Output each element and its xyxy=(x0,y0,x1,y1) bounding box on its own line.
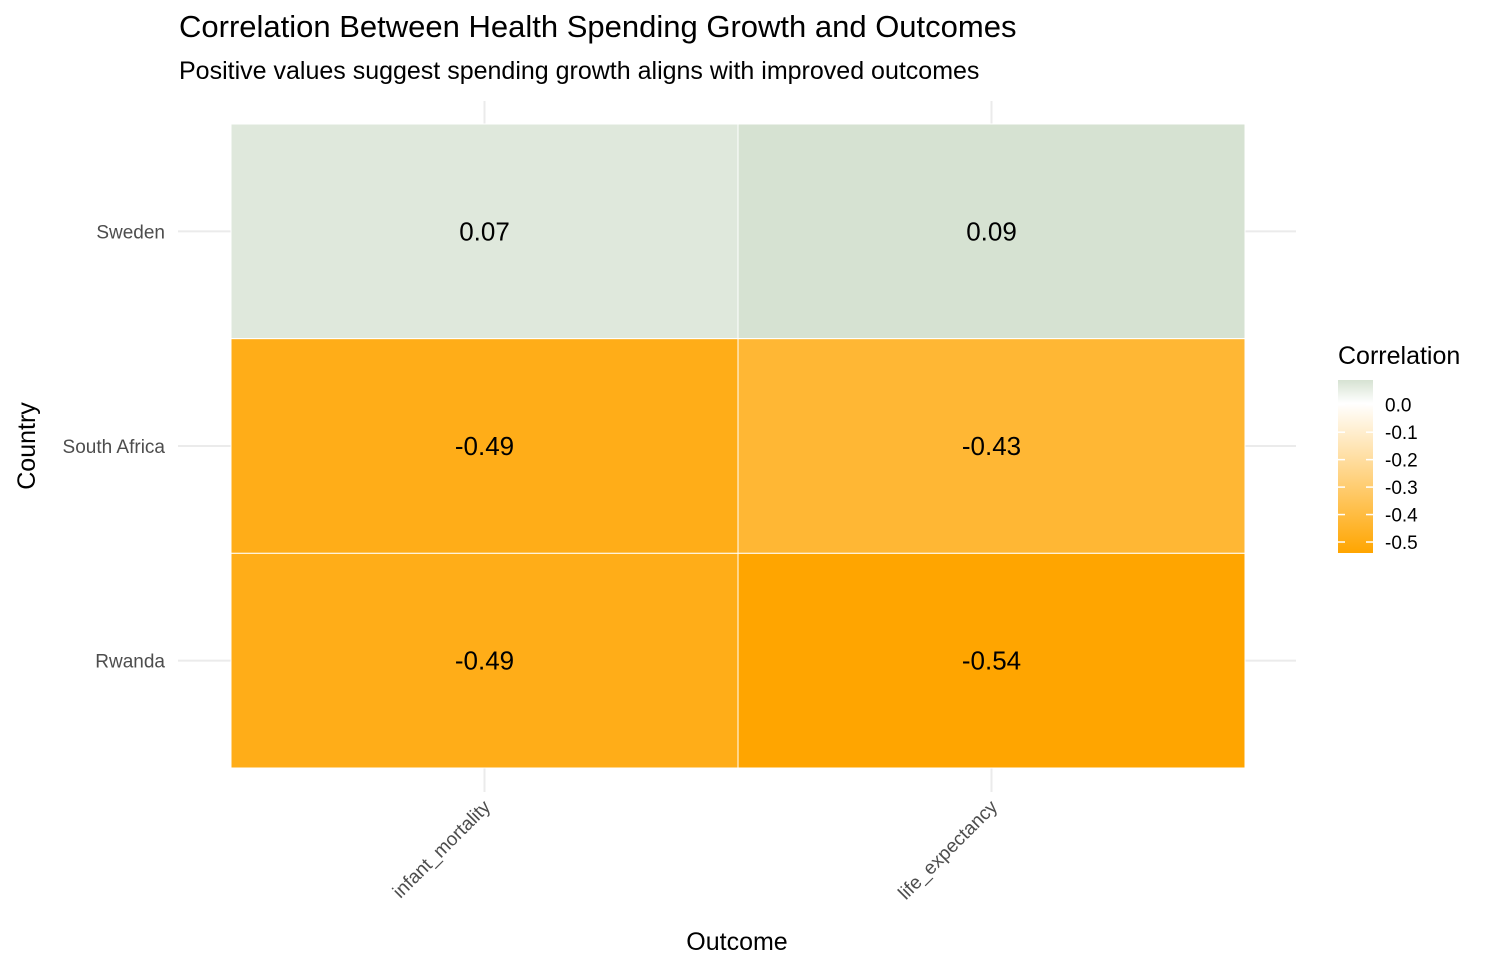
x-tick-life-expectancy: life_expectancy xyxy=(895,796,1003,904)
heatmap-cells xyxy=(230,123,1246,769)
legend-colorbar xyxy=(1338,380,1373,553)
chart-subtitle: Positive values suggest spending growth … xyxy=(179,57,980,85)
heatmap-cell-south-africa-infant-mortality xyxy=(230,338,739,554)
legend-tick-label: -0.4 xyxy=(1385,506,1418,527)
cell-label-rwanda-life-expectancy: -0.54 xyxy=(962,646,1021,676)
cell-label-south-africa-life-expectancy: -0.43 xyxy=(962,431,1021,461)
legend-tick-label: 0.0 xyxy=(1385,396,1411,417)
cell-label-sweden-infant-mortality: 0.07 xyxy=(459,216,510,246)
y-tick-sweden: Sweden xyxy=(96,222,165,243)
legend-tick-label: -0.3 xyxy=(1385,478,1418,499)
y-tick-south-africa: South Africa xyxy=(63,437,166,458)
legend: Correlation 0.0 -0.1 -0.2 -0.3 -0.4 -0.5 xyxy=(1338,342,1460,554)
cell-labels: 0.07 0.09 -0.49 -0.43 -0.49 -0.54 xyxy=(455,216,1021,675)
legend-ticks: 0.0 -0.1 -0.2 -0.3 -0.4 -0.5 xyxy=(1338,396,1418,554)
cell-label-south-africa-infant-mortality: -0.49 xyxy=(455,431,514,461)
chart-title: Correlation Between Health Spending Grow… xyxy=(179,9,1017,44)
legend-tick-label: -0.5 xyxy=(1385,533,1418,554)
heatmap-cell-sweden-infant-mortality xyxy=(230,123,739,340)
cell-label-sweden-life-expectancy: 0.09 xyxy=(966,216,1017,246)
y-tick-rwanda: Rwanda xyxy=(95,652,165,673)
x-tick-infant-mortality: infant_mortality xyxy=(389,796,495,902)
heatmap-cell-south-africa-life-expectancy xyxy=(737,338,1246,554)
legend-tick-label: -0.1 xyxy=(1385,423,1418,444)
legend-title: Correlation xyxy=(1338,342,1460,370)
y-axis-title: Country xyxy=(13,402,41,490)
cell-label-rwanda-infant-mortality: -0.49 xyxy=(455,646,514,676)
legend-tick-label: -0.2 xyxy=(1385,451,1418,472)
heatmap-cell-sweden-life-expectancy xyxy=(737,123,1246,340)
x-axis-title: Outcome xyxy=(686,928,787,956)
heatmap-cell-rwanda-infant-mortality xyxy=(230,552,739,769)
heatmap-cell-rwanda-life-expectancy xyxy=(737,552,1246,769)
